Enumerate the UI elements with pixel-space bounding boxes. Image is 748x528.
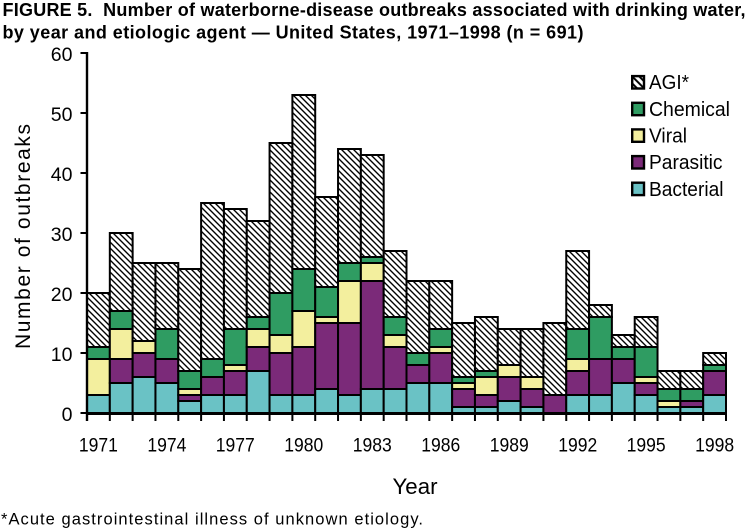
svg-text:1974: 1974 (147, 434, 186, 456)
svg-text:50: 50 (51, 104, 73, 126)
svg-text:*Acute gastrointestinal illnes: *Acute gastrointestinal illness of unkno… (1, 511, 423, 528)
svg-text:10: 10 (51, 344, 73, 366)
svg-text:1971: 1971 (79, 434, 118, 456)
svg-text:FIGURE 5. Number of waterborn: FIGURE 5. Number of waterborne-disease o… (3, 0, 746, 20)
svg-text:by year and etiologic agent —: by year and etiologic agent — United Sta… (3, 23, 584, 43)
svg-text:Chemical: Chemical (649, 98, 730, 121)
svg-text:Bacterial: Bacterial (649, 178, 724, 201)
svg-text:60: 60 (51, 44, 73, 66)
svg-text:40: 40 (51, 164, 73, 186)
svg-text:Viral: Viral (649, 125, 687, 148)
svg-text:1983: 1983 (353, 434, 392, 456)
svg-text:1977: 1977 (216, 434, 255, 456)
svg-text:Parasitic: Parasitic (649, 151, 723, 174)
svg-text:0: 0 (62, 404, 73, 426)
svg-text:1989: 1989 (490, 434, 529, 456)
svg-text:1998: 1998 (695, 434, 734, 456)
svg-text:Year: Year (393, 474, 438, 499)
svg-text:AGI*: AGI* (649, 71, 689, 94)
svg-text:1992: 1992 (558, 434, 597, 456)
svg-text:1980: 1980 (284, 434, 323, 456)
svg-text:1986: 1986 (421, 434, 460, 456)
svg-text:30: 30 (51, 224, 73, 246)
svg-text:Number of outbreaks: Number of outbreaks (12, 124, 35, 349)
svg-text:20: 20 (51, 284, 73, 306)
svg-text:1995: 1995 (627, 434, 666, 456)
